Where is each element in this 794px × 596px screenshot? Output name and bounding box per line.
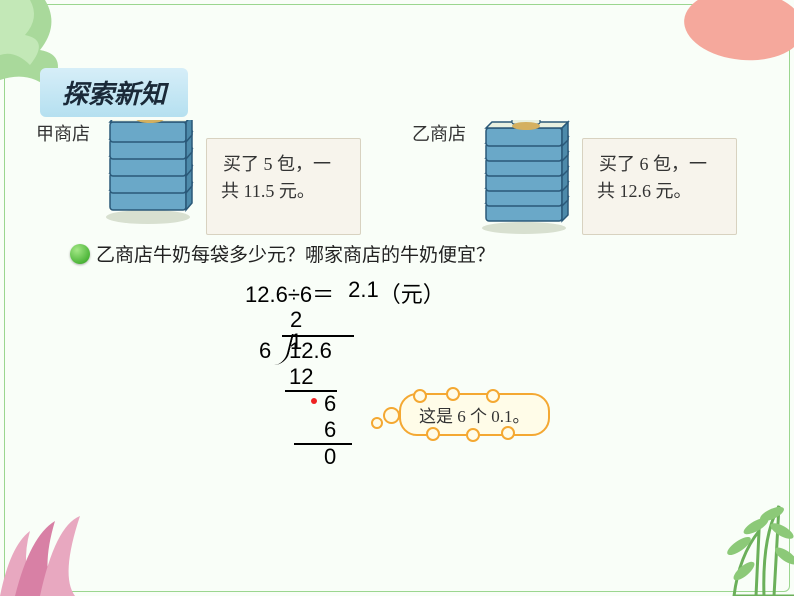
ld-result-0: 0 xyxy=(324,446,336,468)
question-text: 乙商店牛奶每袋多少元？哪家商店的牛奶便宜？ xyxy=(96,240,495,267)
shop-a-line2: 共 11.5 元。 xyxy=(221,178,346,205)
ld-dividend: 12.6 xyxy=(289,340,332,362)
equation-lhs: 12.6÷6＝ xyxy=(245,277,334,309)
ld-divisor: 6 xyxy=(259,340,271,362)
ld-sub-6: 6 xyxy=(324,419,336,441)
milk-stack-b xyxy=(474,120,574,235)
equation-rhs: 2.1 xyxy=(348,277,379,309)
shops-row: 甲商店 买了 5 包，一 共 11.5 元。 乙商店 xyxy=(36,120,758,235)
ld-line2 xyxy=(294,443,352,445)
bullet-icon xyxy=(70,244,90,264)
shop-a-label: 甲商店 xyxy=(36,120,90,235)
ld-remainder-6: 6 xyxy=(324,393,336,415)
shop-b-label: 乙商店 xyxy=(412,120,466,235)
shop-a-bubble: 买了 5 包，一 共 11.5 元。 xyxy=(206,138,361,235)
ld-step-12: 12 xyxy=(289,366,313,388)
question-row: 乙商店牛奶每袋多少元？哪家商店的牛奶便宜？ xyxy=(70,240,495,267)
corner-plant-bottom-left xyxy=(0,476,100,596)
shop-a: 甲商店 买了 5 包，一 共 11.5 元。 xyxy=(36,120,382,235)
bubble-text: 这是 6 个 0.1。 xyxy=(417,407,532,426)
thought-bubble: 这是 6 个 0.1。 xyxy=(399,393,550,436)
corner-plant-bottom-right xyxy=(684,476,794,596)
equation: 12.6÷6＝ 2.1 （元） xyxy=(245,277,445,309)
shop-b-bubble: 买了 6 包，一 共 12.6 元。 xyxy=(582,138,737,235)
ld-decimal-dot xyxy=(311,398,317,404)
shop-b-line1: 买了 6 包，一 xyxy=(599,151,722,178)
shop-a-line1: 买了 5 包，一 xyxy=(223,151,346,178)
shop-b-line2: 共 12.6 元。 xyxy=(597,178,722,205)
milk-stack-a xyxy=(98,120,198,225)
shop-b: 乙商店 买了 6 包，一 共 12.6 元。 xyxy=(412,120,758,235)
equation-unit: （元） xyxy=(379,277,445,309)
section-title: 探索新知 xyxy=(40,68,188,117)
